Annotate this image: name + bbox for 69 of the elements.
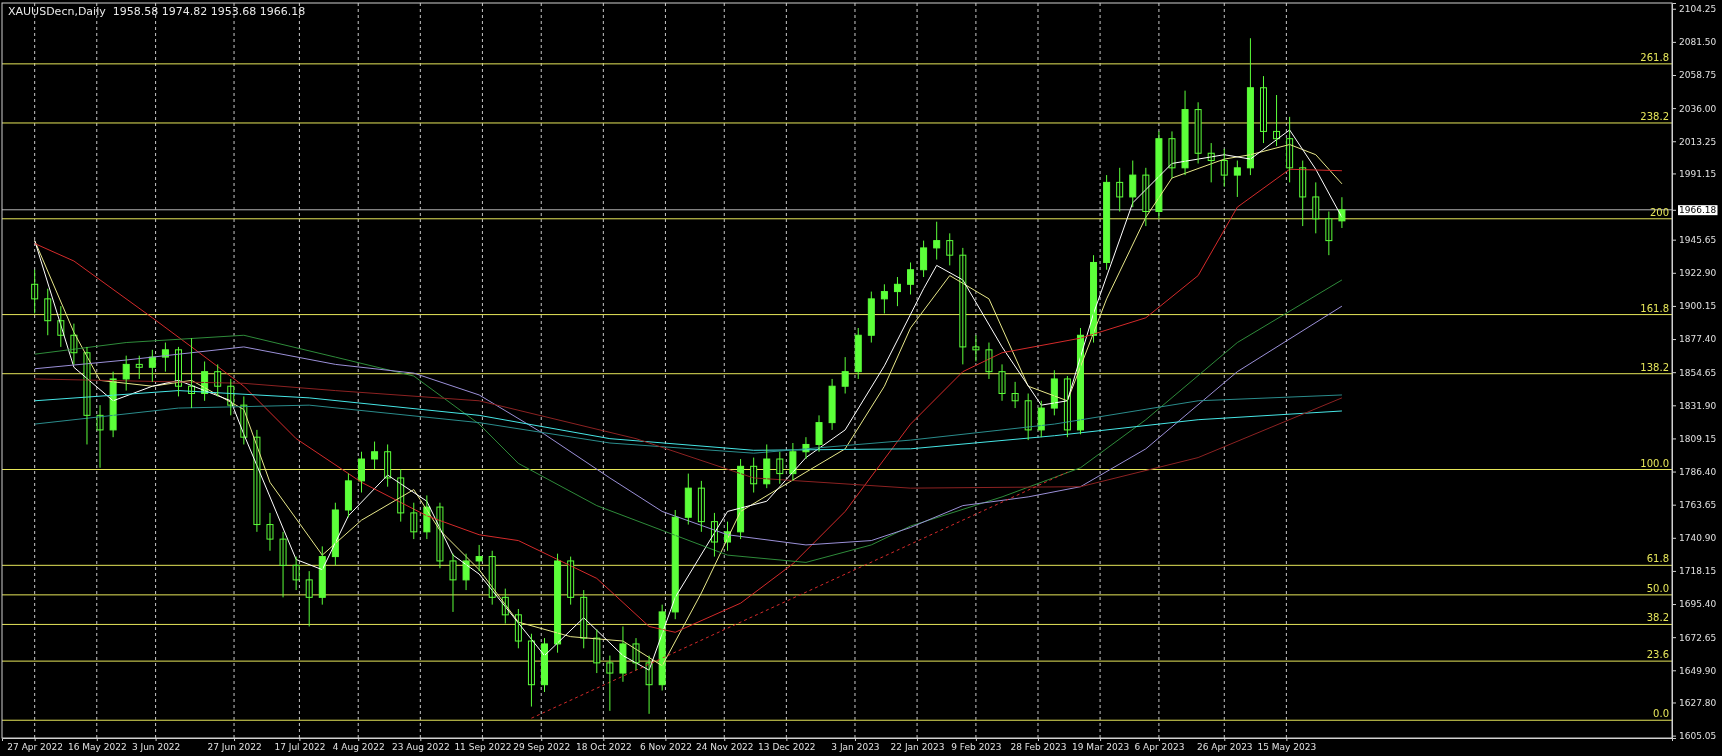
x-tick-label: 16 May 2022 [67,742,127,753]
x-tick-label: 15 May 2023 [1257,742,1317,753]
y-tick-label: 1831.90 [1679,400,1717,411]
candlestick [972,334,980,362]
candlestick [1233,160,1241,198]
candlestick [606,655,614,712]
annotation: 161.8 [1640,302,1669,314]
line-series [34,279,1343,563]
line-series [34,305,1343,546]
candlestick [880,283,888,314]
annotation: 50.0 [1646,582,1669,594]
x-tick-label: 17 Jul 2022 [274,742,326,753]
annotation: 0.0 [1653,708,1669,720]
candlestick [933,221,941,261]
y-tick-label: 1945.65 [1679,235,1717,246]
x-tick-label: 4 Aug 2022 [332,742,385,753]
annotation: 138.2 [1640,361,1669,373]
y-tick-label: 1877.40 [1679,334,1717,345]
candlestick [449,553,457,613]
y-tick-label: 2104.25 [1679,4,1717,15]
x-tick-label: 9 Feb 2023 [951,742,1002,753]
y-tick-label: 1966.18 [1679,205,1717,216]
x-tick-label: 6 Nov 2022 [639,742,692,753]
y-tick-label: 1605.05 [1679,730,1717,741]
x-tick-label: 26 Apr 2023 [1196,742,1253,753]
x-tick-label: 27 Apr 2022 [7,742,64,753]
candlestick [1129,160,1137,208]
y-tick-label: 2058.75 [1679,70,1717,81]
x-tick-label: 29 Sep 2022 [513,742,571,753]
line-series [34,378,1343,489]
y-tick-label: 1922.90 [1679,268,1717,279]
y-tick-label: 2036.00 [1679,103,1717,114]
y-tick-label: 1672.65 [1679,632,1717,643]
y-tick-label: 1809.15 [1679,433,1717,444]
annotation: 23.6 [1646,649,1669,661]
x-tick-label: 13 Dec 2022 [758,742,816,753]
y-tick-label: 1740.90 [1679,533,1717,544]
y-tick-label: 1718.15 [1679,566,1717,577]
annotation: 38.2 [1646,612,1669,624]
y-tick-label: 1854.65 [1679,367,1717,378]
x-tick-label: 6 Apr 2023 [1134,742,1185,753]
chart-title: XAUUSDecn,Daily 1958.58 1974.82 1953.68 1966.18 [8,5,306,18]
x-tick-label: 24 Nov 2022 [695,742,754,753]
y-tick-label: 1763.65 [1679,500,1717,511]
x-tick-label: 22 Jan 2023 [890,742,945,753]
y-tick-label: 1649.90 [1679,665,1717,676]
y-tick-label: 1900.15 [1679,301,1717,312]
candlestick [371,441,379,470]
annotation: 61.8 [1646,553,1669,565]
x-tick-label: 18 Oct 2022 [576,742,632,753]
annotation: 261.8 [1640,51,1669,63]
y-tick-label: 2013.25 [1679,136,1717,147]
annotation: 238.2 [1640,110,1669,122]
y-tick-label: 2081.50 [1679,37,1717,48]
x-tick-label: 3 Jan 2023 [831,742,880,753]
x-tick-label: 23 Aug 2022 [391,742,450,753]
annotation: 200 [1649,206,1669,218]
candlestick [135,355,143,380]
x-tick-label: 11 Sep 2022 [454,742,512,753]
y-tick-label: 1991.15 [1679,168,1717,179]
x-tick-label: 3 Jun 2022 [131,742,181,753]
x-tick-label: 27 Jun 2022 [207,742,262,753]
x-tick-label: 28 Feb 2023 [1010,742,1067,753]
y-tick-label: 1627.80 [1679,697,1717,708]
y-tick-label: 1786.40 [1679,466,1717,477]
x-tick-label: 19 Mar 2023 [1072,742,1130,753]
y-tick-label: 1695.40 [1679,599,1717,610]
candlestick [475,544,483,572]
annotation: 100.0 [1640,457,1669,469]
